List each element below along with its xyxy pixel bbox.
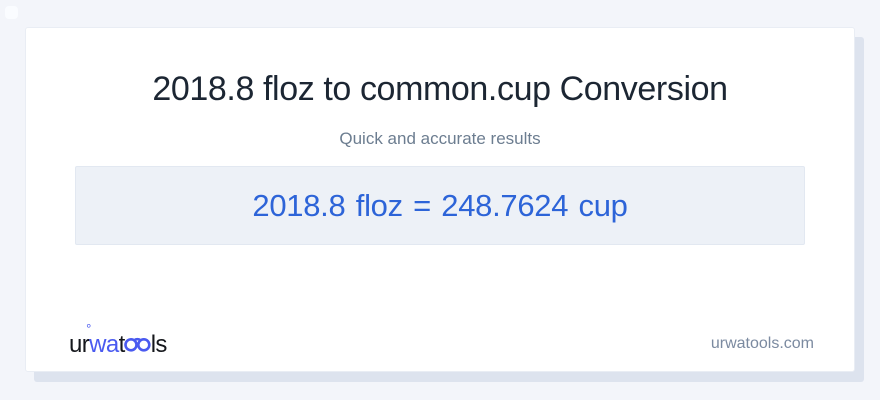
logo-text-ur: ur [69, 331, 90, 358]
page-title: 2018.8 floz to common.cup Conversion [152, 70, 728, 108]
equals-sign: = [413, 187, 431, 223]
conversion-result-text: 2018.8 floz = 248.7624 cup [251, 188, 628, 224]
corner-accent [5, 6, 18, 19]
logo-text-wa: ° wa [86, 322, 119, 359]
ring-icon: ° [86, 321, 91, 336]
conversion-card: 2018.8 floz to common.cup Conversion Qui… [25, 27, 855, 372]
to-value: 248.7624 [441, 187, 569, 223]
logo-text-wa-inner: wa [89, 331, 119, 358]
logo-text-t: t [118, 331, 126, 358]
urwatools-logo[interactable]: ur ° wat ls [69, 322, 168, 359]
logo-text-ls: ls [150, 331, 168, 358]
conversion-result-box: 2018.8 floz = 248.7624 cup [75, 166, 805, 245]
from-value: 2018.8 [252, 187, 346, 223]
glasses-oo-icon [123, 337, 151, 352]
site-url: urwatools.com [710, 335, 814, 352]
to-unit: cup [578, 187, 628, 223]
page-subtitle: Quick and accurate results [339, 129, 541, 148]
from-unit: floz [355, 187, 403, 223]
